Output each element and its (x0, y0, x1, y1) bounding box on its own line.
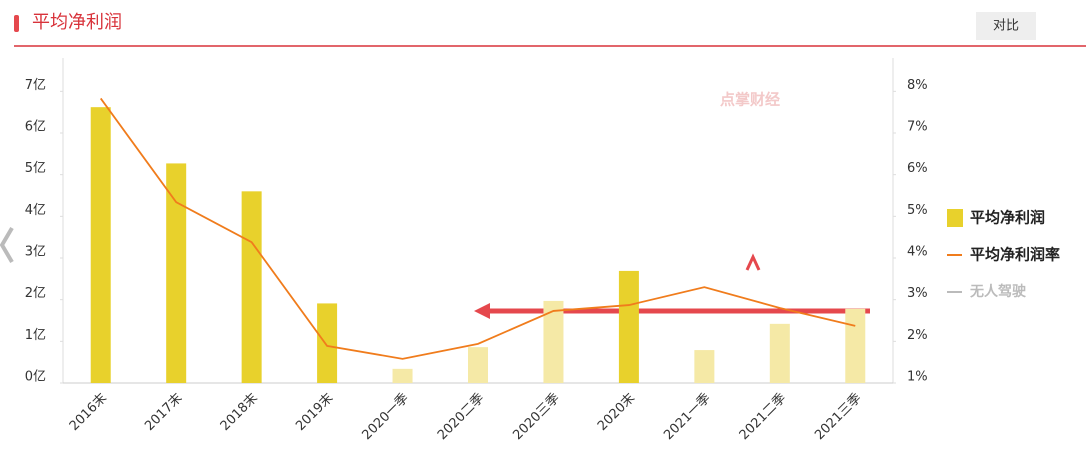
x-tick-label: 2020末 (595, 391, 638, 434)
y2-tick-label: 8% (907, 78, 928, 93)
prev-arrow[interactable] (0, 226, 14, 264)
y-tick-label: 4亿 (25, 203, 46, 218)
annotation-caret (745, 253, 761, 271)
bar (694, 350, 715, 383)
y-tick-label: 2亿 (25, 286, 46, 301)
bar (468, 347, 488, 383)
legend-label: 平均净利润率 (970, 246, 1060, 264)
button-bg[interactable] (976, 12, 1036, 40)
y2-tick-label: 3% (907, 286, 928, 301)
bar (241, 191, 262, 383)
compare-button[interactable]: 对比 (976, 12, 1036, 40)
annotation-arrowhead (474, 303, 490, 319)
x-tick-label: 2021三季 (812, 391, 864, 443)
x-tick-label: 2019末 (293, 391, 336, 434)
x-tick-label: 2020一季 (359, 391, 411, 443)
header-title: 平均净利润 (32, 12, 122, 33)
x-tick-label: 2016末 (67, 391, 110, 434)
legend-label: 平均净利润 (970, 209, 1045, 227)
legend-label: 无人驾驶 (969, 283, 1026, 300)
title-marker (14, 15, 19, 32)
y2-tick-label: 6% (907, 161, 928, 176)
watermark: 点掌财经 (720, 91, 780, 109)
y2-tick-label: 1% (907, 370, 928, 385)
y2-tick-label: 5% (907, 203, 928, 218)
bar (166, 163, 187, 383)
legend-swatch (947, 209, 963, 227)
x-tick-label: 2017末 (142, 391, 185, 434)
bar (90, 107, 111, 384)
y2-tick-label: 2% (907, 328, 928, 343)
y-tick-label: 6亿 (25, 120, 46, 135)
bar (543, 300, 564, 383)
y-tick-label: 0亿 (25, 370, 46, 385)
bar (769, 323, 790, 383)
y-tick-label: 3亿 (25, 245, 46, 260)
bar (392, 368, 413, 383)
y2-tick-label: 4% (907, 245, 928, 260)
y-tick-label: 5亿 (25, 161, 46, 176)
y-tick-label: 7亿 (25, 78, 46, 93)
x-tick-label: 2021一季 (661, 391, 713, 443)
x-tick-label: 2020二季 (435, 391, 487, 443)
x-tick-label: 2020三季 (510, 391, 562, 443)
x-tick-label: 2018末 (218, 391, 261, 434)
bar (618, 270, 639, 383)
y-tick-label: 1亿 (25, 328, 46, 343)
y2-tick-label: 7% (907, 120, 928, 135)
line (99, 97, 856, 360)
bar (845, 308, 866, 383)
button-label[interactable]: 对比 (993, 19, 1019, 34)
x-tick-label: 2021二季 (737, 391, 789, 443)
bar (317, 303, 338, 383)
